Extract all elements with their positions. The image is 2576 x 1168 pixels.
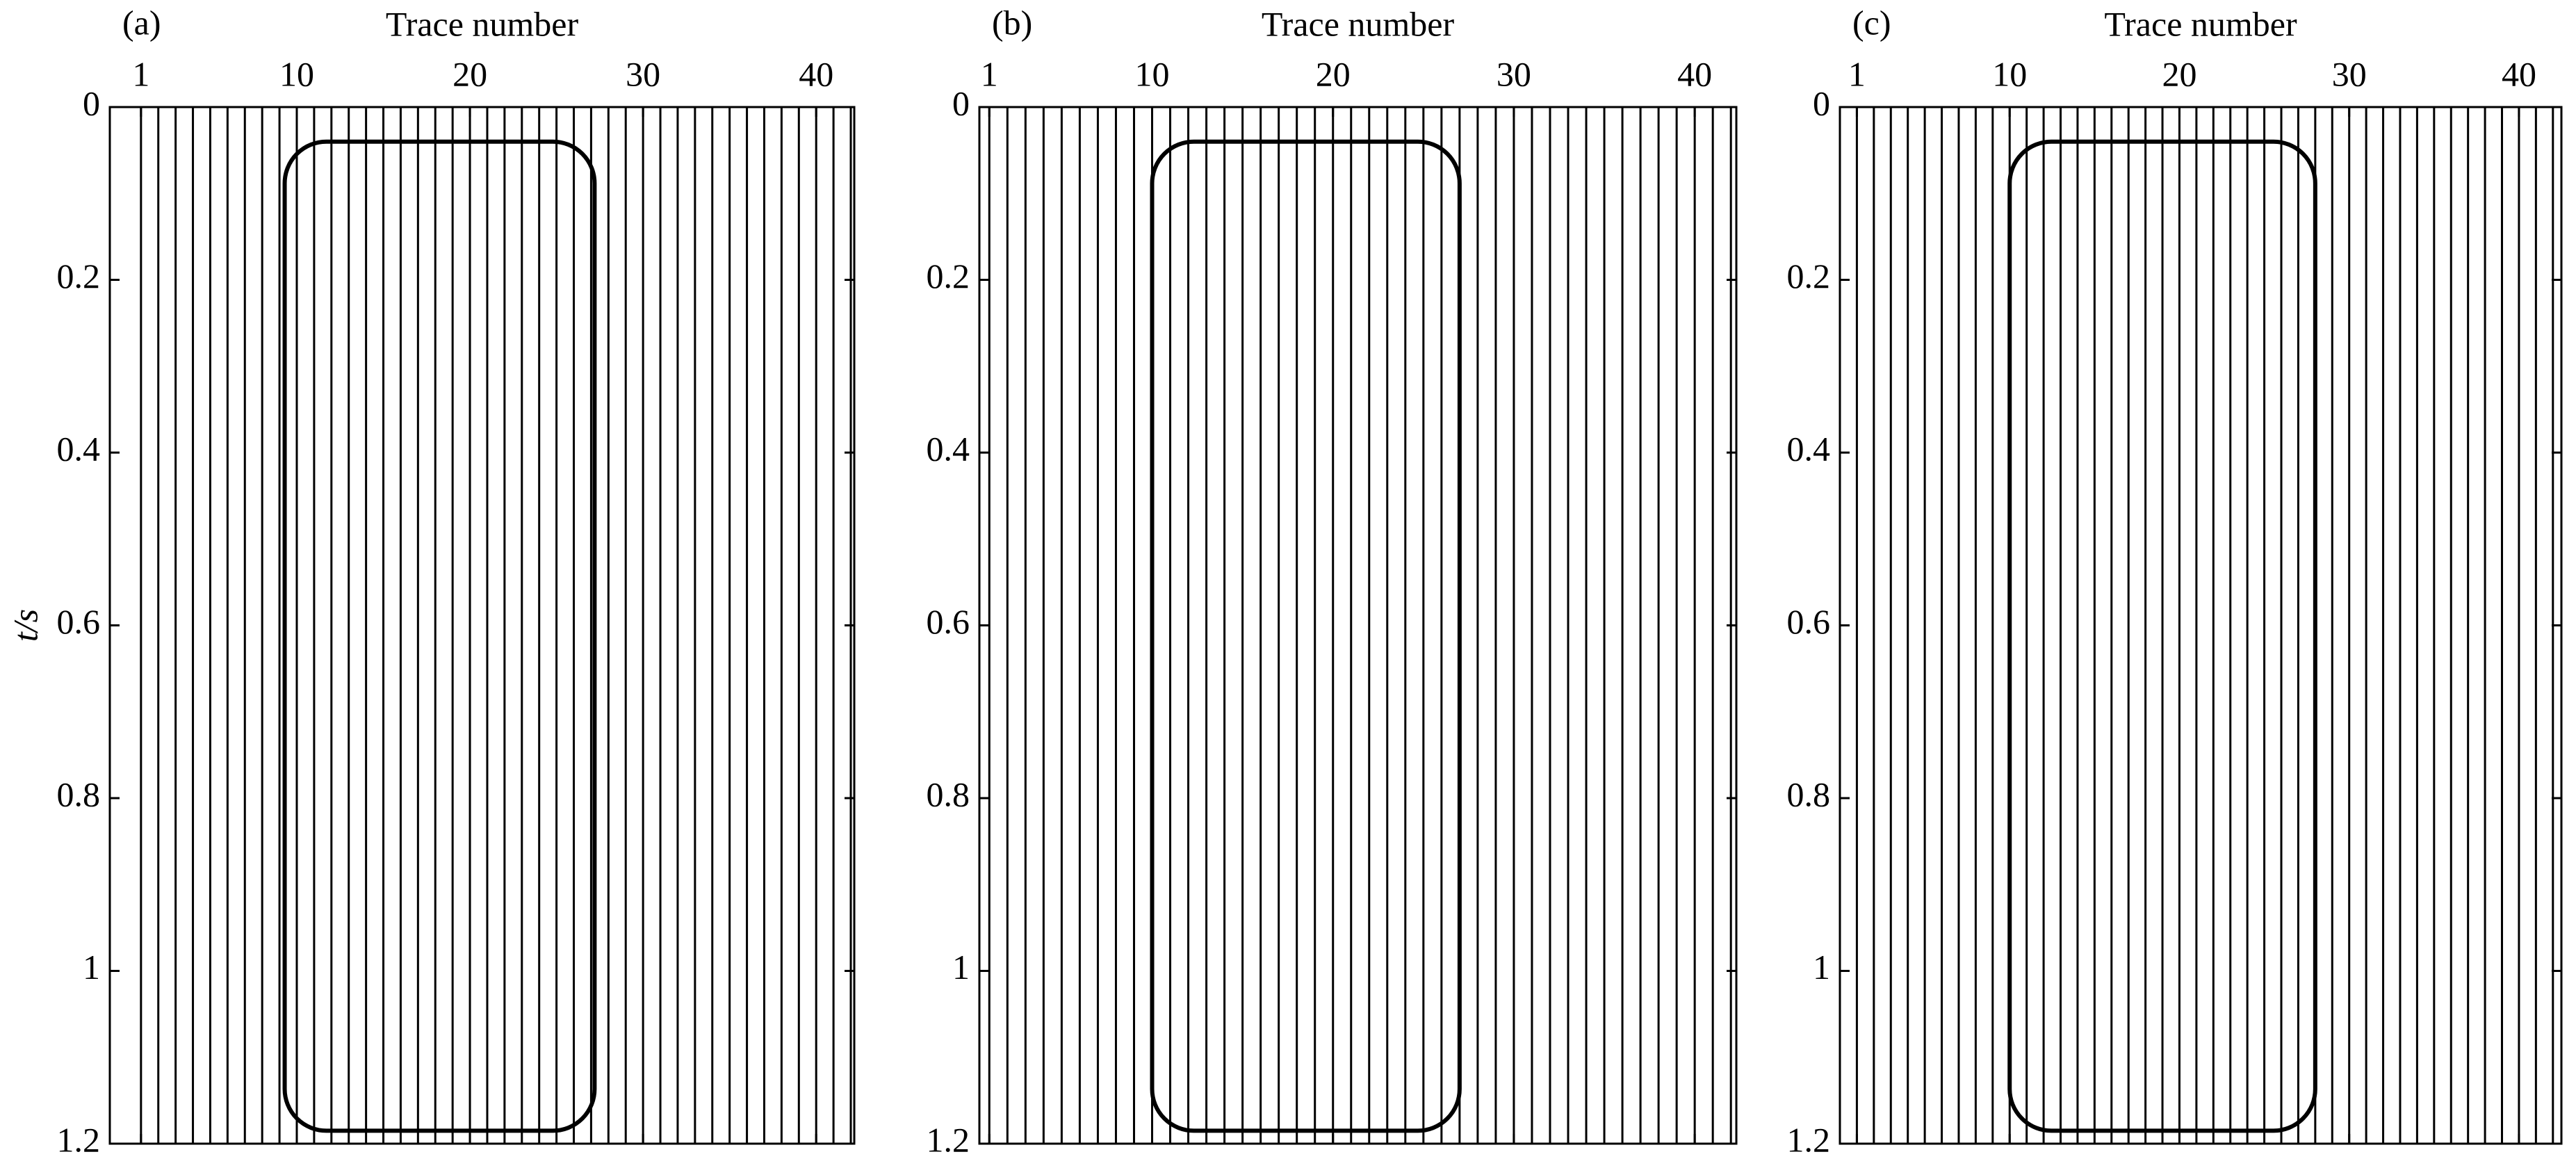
x-axis-title: Trace number [386,4,579,43]
y-tick-label: 1.2 [57,1120,101,1159]
y-tick-label: 1 [83,948,100,987]
axes-frame [1839,106,2563,1145]
axes-frame [108,106,856,1145]
x-tick-label: 10 [279,54,314,93]
panel: 1 10 20 30 40 0 0.2 0.4 0.6 0.8 1 1.2 Trace number (b… [927,3,1738,1159]
y-tick-label: 0.8 [927,774,970,813]
x-tick-label: 30 [626,54,660,93]
y-tick-label: 0.2 [1787,257,1831,295]
y-tick-label: 1.2 [1787,1120,1831,1159]
y-tick-label: 0.6 [927,602,970,641]
y-tick-label: 0.6 [1787,602,1831,641]
x-tick-label: 40 [2502,54,2536,93]
x-tick-label: 1 [132,54,149,93]
x-axis-title: Trace number [1262,4,1455,43]
y-tick-label: 0 [952,83,970,122]
x-tick-label: 30 [1497,54,1531,93]
x-tick-label: 40 [799,54,833,93]
panel: 1 10 20 30 40 0 0.2 0.4 0.6 0.8 1 1.2 Trace number (c… [1787,3,2563,1159]
y-tick-label: 0.6 [57,602,101,641]
x-tick-label: 20 [1316,54,1351,93]
highlight-box [2007,139,2317,1133]
y-tick-label: 0.8 [57,774,101,813]
y-tick-label: 0.2 [57,257,101,295]
y-tick-label: 0.4 [1787,429,1831,468]
y-tick-label: 1 [952,948,970,987]
x-tick-label: 20 [453,54,487,93]
x-axis-title: Trace number [2104,4,2297,43]
panel: 1 10 20 30 40 0 0.2 0.4 0.6 0.8 1 1.2 Trace number (a… [6,3,856,1159]
y-tick-label: 0 [83,83,100,122]
panel-label: (c) [1852,3,1891,42]
panel-label: (a) [122,3,161,42]
y-tick-label: 0.4 [57,429,101,468]
panel-label: (b) [992,3,1032,42]
y-tick-label: 0.2 [927,257,970,295]
highlight-box [1150,139,1462,1133]
y-tick-label: 1 [1813,948,1830,987]
x-tick-label: 30 [2332,54,2367,93]
x-tick-label: 20 [2162,54,2196,93]
y-tick-label: 0 [1813,83,1830,122]
x-tick-label: 1 [981,54,998,93]
y-axis-title: t/s [6,609,44,642]
x-tick-label: 10 [1135,54,1170,93]
y-tick-label: 1.2 [927,1120,970,1159]
x-tick-label: 1 [1848,54,1866,93]
x-tick-label: 10 [1992,54,2027,93]
highlight-box [282,139,597,1133]
x-tick-label: 40 [1677,54,1712,93]
y-tick-label: 0.8 [1787,774,1831,813]
y-tick-label: 0.4 [927,429,970,468]
